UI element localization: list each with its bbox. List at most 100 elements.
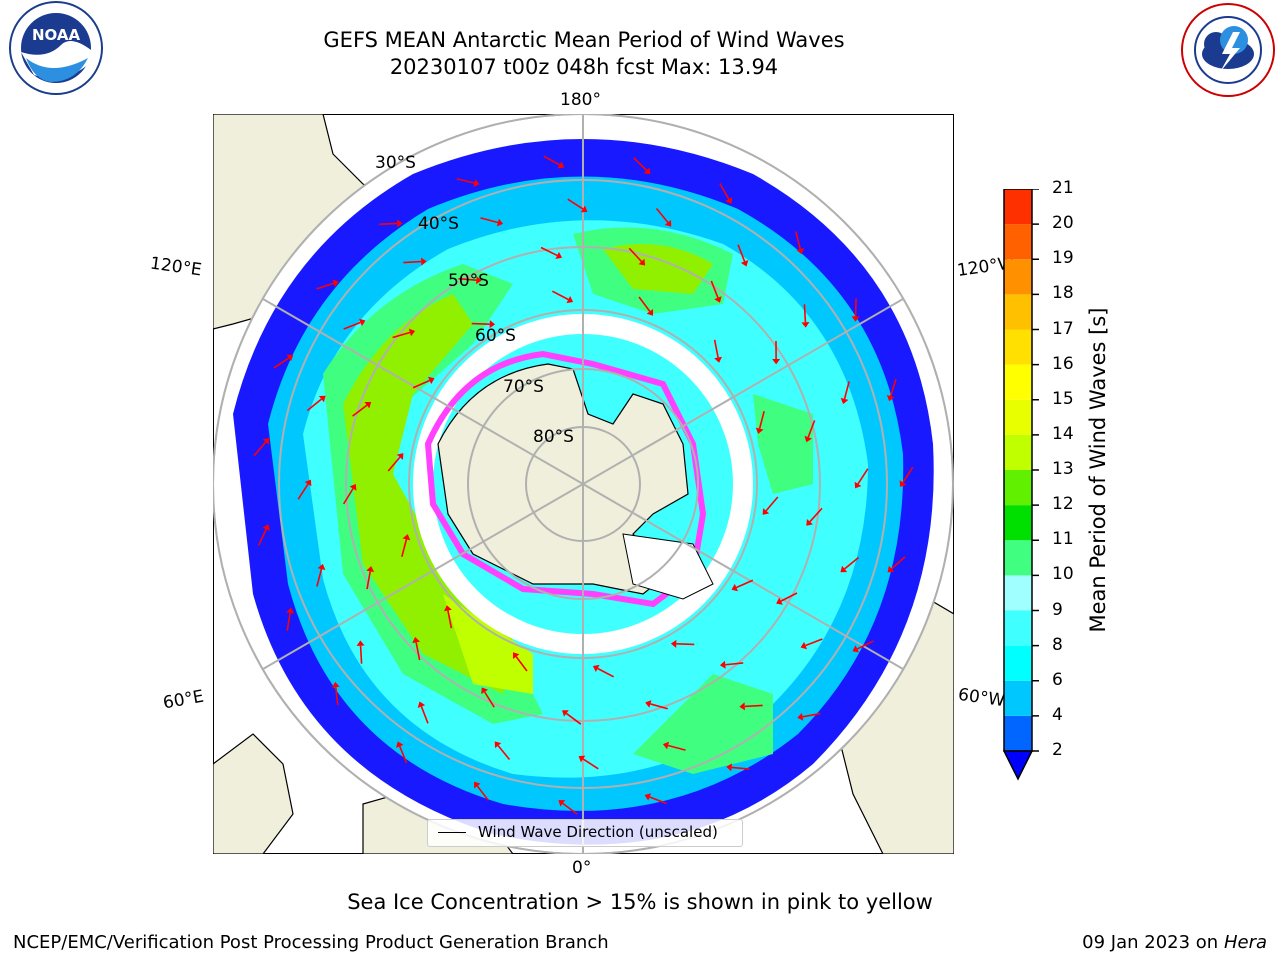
wave-arrow-head: [899, 480, 907, 487]
wave-arrow-head: [332, 279, 339, 288]
wave-arrow: [392, 331, 411, 339]
wave-arrow: [257, 528, 267, 546]
wave-arrow-head: [286, 607, 295, 614]
wave-arrow: [844, 556, 860, 570]
wave-arrow-head: [421, 257, 427, 266]
wave-arrow: [334, 687, 339, 706]
wave-arrow-head: [662, 741, 670, 750]
colorbar-band: [1004, 610, 1032, 646]
graticule: [213, 114, 953, 854]
colorbar-tick-label: 6: [1052, 669, 1063, 690]
lon-label-bottom: 0°: [572, 858, 592, 878]
wave-arrow: [366, 571, 371, 590]
wave-arrow-head: [417, 701, 426, 709]
wave-arrow-head: [331, 681, 340, 688]
wave-arrow-head: [494, 741, 502, 749]
wave-arrow: [655, 207, 669, 223]
colorbar-tick-label: 11: [1052, 529, 1074, 550]
wave-arrow: [403, 260, 422, 264]
sea-ice-edge: [424, 350, 707, 608]
wave-arrow-head: [262, 524, 270, 531]
nws-logo: [1181, 3, 1275, 97]
chart-title: GEFS MEAN Antarctic Mean Period of Wind …: [323, 28, 845, 52]
wave-arrow: [543, 155, 560, 166]
wave-arrow: [352, 404, 368, 417]
colorbar-band: [1004, 575, 1032, 611]
wave-arrow-head: [318, 395, 326, 403]
wave-arrow-head: [731, 583, 739, 592]
wave-arrow-head: [887, 565, 895, 573]
wave-arrow-head: [806, 519, 813, 526]
wave-arrow: [480, 217, 499, 224]
wave-arrow-head: [840, 397, 849, 405]
colorbar-label: Mean Period of Wind Waves [s]: [1086, 307, 1110, 633]
wave-arrow-head: [562, 710, 569, 717]
wave-arrow: [638, 296, 651, 312]
colorbar-band: [1004, 259, 1032, 295]
wave-arrow: [483, 691, 495, 708]
wave-arrow: [650, 703, 668, 710]
lon-label-top: 180°: [560, 90, 601, 110]
wave-arrow: [458, 277, 477, 281]
wave-arrow: [731, 766, 750, 770]
wave-arrow: [447, 610, 453, 629]
wave-arrow: [633, 157, 648, 171]
wave-arrow: [342, 488, 354, 505]
wave-arrow: [306, 398, 322, 412]
footer-credit: NCEP/EMC/Verification Post Processing Pr…: [13, 932, 609, 953]
wave-arrow-head: [578, 755, 586, 763]
colorbar-tick-label: 4: [1052, 704, 1063, 725]
wave-arrow-head: [304, 479, 312, 487]
wave-arrow-head: [726, 763, 733, 772]
colorbar-tick-label: 8: [1052, 634, 1063, 655]
wave-arrow: [412, 379, 430, 389]
wave-arrow-head: [740, 259, 749, 267]
colorbar-band: [1004, 364, 1032, 400]
footer-date: 09 Jan 2023 on Hera: [1082, 932, 1267, 953]
wave-arrow: [316, 568, 323, 587]
wave-arrow-head: [854, 481, 862, 489]
map-panel: 30°S 40°S 50°S 60°S 70°S 80°S Wind Wave …: [213, 114, 954, 854]
wave-arrow: [843, 381, 850, 400]
wave-arrow: [540, 246, 558, 257]
wave-arrow: [628, 247, 643, 263]
wave-arrow-head: [364, 401, 372, 409]
wave-arrow-head: [262, 437, 270, 445]
wave-arrow-head: [755, 427, 764, 434]
wave-arrow-head: [396, 741, 404, 748]
wave-arrow: [297, 483, 309, 500]
wave-arrow-head: [408, 328, 416, 337]
wave-arrow: [379, 222, 398, 226]
colorbar-band: [1004, 505, 1032, 541]
colorbar-tick-label: 14: [1052, 423, 1074, 444]
wave-arrow: [649, 796, 667, 805]
wave-arrow-head: [366, 566, 375, 573]
wave-arrow: [597, 667, 615, 678]
wave-arrow: [737, 244, 746, 262]
wave-arrow-head: [396, 453, 404, 460]
wave-arrow: [713, 339, 719, 358]
lat-label: 80°S: [533, 427, 574, 447]
map-legend: Wind Wave Direction (unscaled): [427, 819, 743, 847]
polar-map[interactable]: 30°S 40°S 50°S 60°S 70°S 80°S: [213, 114, 954, 854]
colorbar-band: [1004, 470, 1032, 506]
wave-arrow-head: [317, 563, 326, 571]
wave-arrow: [567, 198, 584, 210]
wave-arrow-head: [349, 484, 357, 491]
wave-arrow-head: [474, 781, 481, 789]
wave-arrow: [420, 706, 429, 724]
wave-arrow: [253, 441, 267, 457]
wave-arrow: [795, 231, 802, 250]
madagascar-land: [213, 733, 294, 854]
wave-arrow: [273, 357, 290, 369]
wave-arrow-head: [840, 565, 848, 573]
wave-field: [213, 114, 953, 854]
wave-arrow-head: [714, 296, 722, 303]
colorbar-tick-label: 10: [1052, 564, 1074, 585]
colorbar-tick-label: 21: [1052, 178, 1074, 198]
wave-arrow: [765, 496, 779, 512]
wave-arrow-head: [796, 248, 805, 255]
wave-arrow: [415, 642, 421, 661]
colorbar-tick-label: 18: [1052, 283, 1074, 304]
wave-arrow-head: [286, 354, 294, 362]
